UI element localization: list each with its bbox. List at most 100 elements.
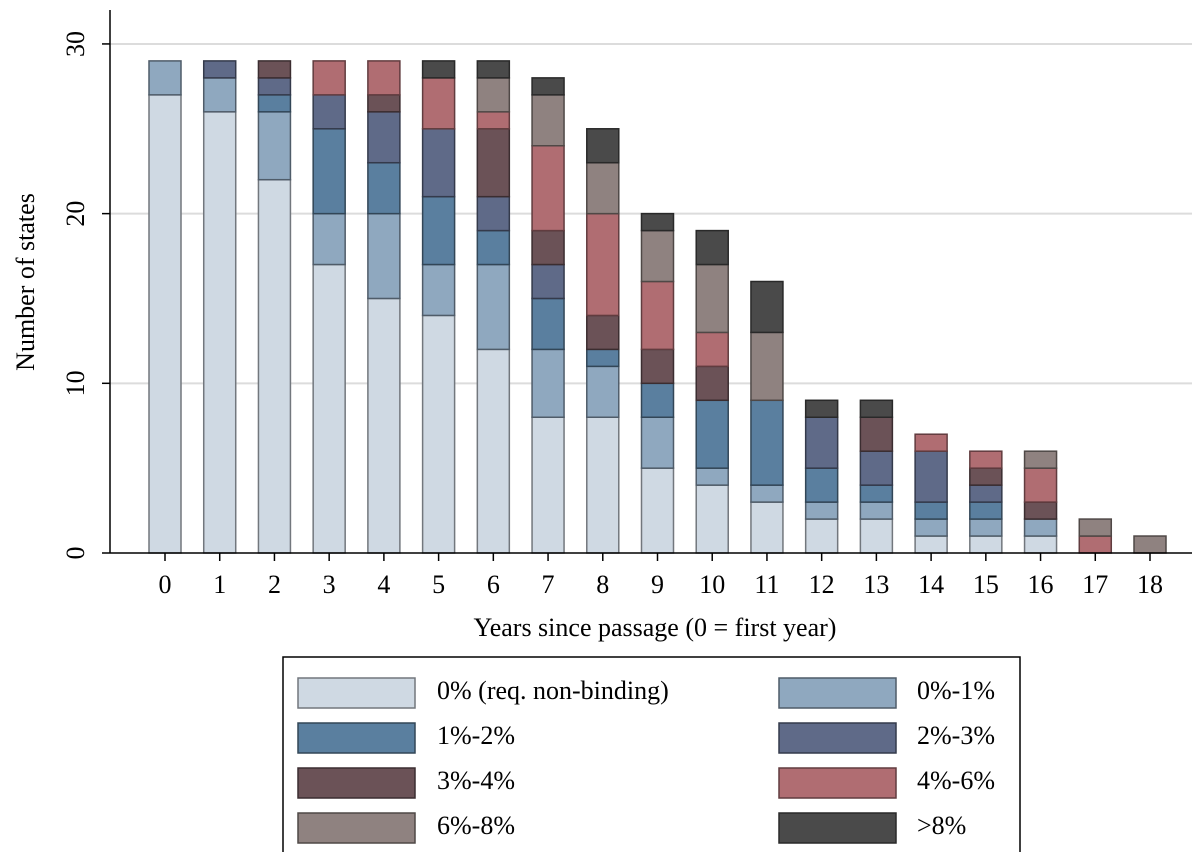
bar-segment: [312, 94, 346, 130]
x-tick-label: 16: [1028, 570, 1054, 599]
x-tick-label: 17: [1082, 570, 1108, 599]
bar-segment: [312, 263, 346, 554]
y-tick-label: 0: [61, 547, 90, 560]
bar-segment: [695, 467, 729, 486]
bar-segment: [586, 365, 620, 418]
bar-segment: [969, 467, 1003, 486]
x-tick-label: 2: [268, 570, 281, 599]
bar-segment: [367, 212, 401, 300]
bar-segment: [859, 416, 894, 452]
y-tick-label: 10: [61, 370, 90, 396]
bar-segment: [1078, 518, 1113, 537]
bar-segment: [202, 60, 237, 79]
bar-segment: [804, 416, 839, 469]
y-tick-label: 30: [61, 31, 90, 57]
bar-segment: [421, 60, 456, 79]
legend-label: 4%-6%: [917, 766, 995, 795]
bar-segment: [476, 128, 511, 198]
bar-segment: [1133, 535, 1167, 554]
bar-segment: [367, 94, 401, 113]
bar-segment: [1023, 518, 1058, 537]
legend-swatch: [778, 812, 897, 844]
bar-segment: [914, 433, 948, 452]
bar-segment: [1023, 501, 1058, 520]
bar-segment: [476, 77, 511, 113]
bar-segment: [640, 229, 675, 283]
bar-segment: [586, 348, 620, 368]
bar-segment: [531, 77, 565, 96]
bar-segment: [750, 501, 784, 554]
bar-segment: [531, 348, 565, 418]
bar-segment: [148, 60, 182, 96]
bar-segment: [312, 212, 346, 266]
y-axis-title: Number of states: [11, 193, 40, 371]
bar-segment: [750, 484, 784, 503]
x-tick-label: 8: [596, 570, 609, 599]
bar-segment: [750, 331, 784, 402]
x-axis-title: Years since passage (0 = first year): [474, 613, 837, 642]
x-tick-label: 15: [973, 570, 999, 599]
bar-segment: [750, 280, 784, 334]
bar-segment: [531, 229, 565, 266]
bar-segment: [257, 60, 292, 79]
x-tick-label: 5: [432, 570, 445, 599]
bar-segment: [476, 263, 511, 351]
legend-swatch: [778, 677, 897, 709]
bar-segment: [586, 314, 620, 351]
bar-segment: [312, 128, 346, 215]
legend-swatch: [297, 722, 416, 754]
x-tick-label: 1: [213, 570, 226, 599]
legend-swatch: [778, 722, 897, 754]
bar-segment: [367, 161, 401, 215]
bar-segment: [367, 297, 401, 554]
x-tick-label: 18: [1137, 570, 1163, 599]
bar-segment: [640, 467, 675, 554]
bar-segment: [586, 128, 620, 164]
bar-segment: [859, 399, 894, 418]
bar-segment: [640, 416, 675, 469]
legend-swatch: [778, 767, 897, 799]
bar-segment: [1023, 535, 1058, 554]
legend-label: 1%-2%: [437, 721, 515, 750]
legend-label: 0% (req. non-binding): [437, 676, 669, 705]
legend-label: 0%-1%: [917, 676, 995, 705]
bar-segment: [640, 348, 675, 385]
bar-segment: [531, 297, 565, 351]
bar-segment: [421, 195, 456, 266]
y-tick-label: 20: [61, 201, 90, 227]
bar-segment: [476, 348, 511, 554]
bar-segment: [1078, 535, 1113, 554]
bar-segment: [640, 212, 675, 232]
bar-segment: [202, 111, 237, 554]
bar-segment: [257, 77, 292, 96]
x-tick-label: 4: [377, 570, 390, 599]
legend-swatch: [297, 677, 416, 709]
bar-segment: [804, 501, 839, 520]
bar-segment: [969, 518, 1003, 537]
bar-segment: [695, 399, 729, 469]
bar-segment: [476, 60, 511, 79]
bar-segment: [914, 535, 948, 554]
bar-segment: [586, 212, 620, 317]
bar-segment: [969, 450, 1003, 469]
bar-segment: [531, 416, 565, 554]
x-tick-label: 0: [159, 570, 172, 599]
bar-segment: [969, 501, 1003, 520]
bar-segment: [859, 518, 894, 554]
x-tick-label: 13: [863, 570, 889, 599]
bar-segment: [859, 450, 894, 486]
x-tick-label: 12: [809, 570, 835, 599]
bar-segment: [804, 467, 839, 503]
bar-segment: [476, 195, 511, 232]
bar-segment: [969, 484, 1003, 503]
bar-segment: [1023, 467, 1058, 503]
bar-segment: [695, 484, 729, 554]
bar-segment: [695, 263, 729, 334]
legend-label: 6%-8%: [437, 811, 515, 840]
bar-segment: [476, 111, 511, 130]
legend-label: 2%-3%: [917, 721, 995, 750]
x-tick-label: 9: [651, 570, 664, 599]
bar-segment: [750, 399, 784, 486]
bar-segment: [586, 161, 620, 215]
